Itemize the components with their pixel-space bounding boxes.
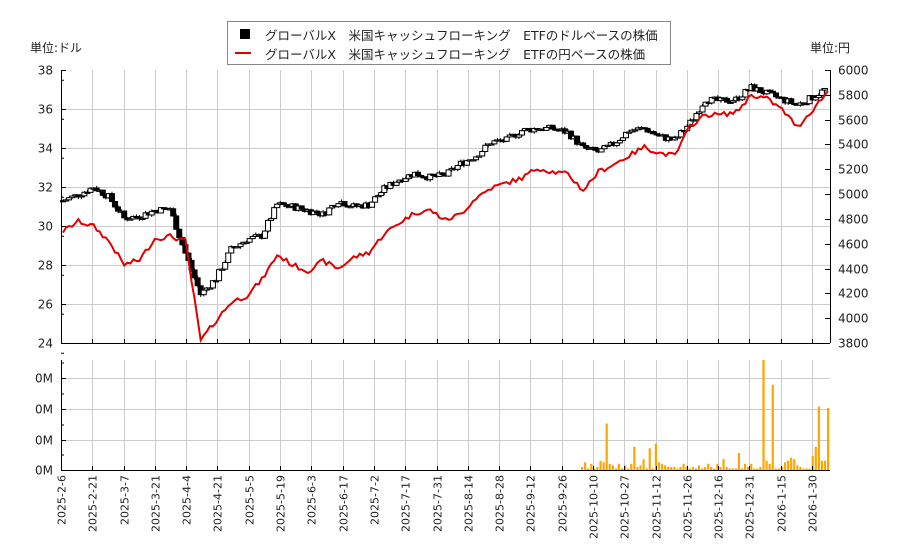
right-tick-label: 4800 [838,213,869,227]
date-tick-label: 2025-3-21 [150,475,163,532]
date-tick-label: 2025-9-12 [525,475,538,532]
chart-legend: グローバルX 米国キャッシュフローキング ETFのドルベースの株価 グローバルX… [227,21,671,65]
legend-label-dollar-price: グローバルX 米国キャッシュフローキング ETFのドルベースの株価 [265,27,658,43]
right-tick-label: 4000 [838,312,869,326]
date-tick-label: 2025-5-19 [275,475,288,532]
date-tick-label: 2025-5-5 [244,475,257,525]
date-tick-label: 2025-9-26 [557,475,570,532]
date-tick-label: 2025-4-21 [212,475,225,532]
chart-axes [61,70,831,471]
left-tick-label: 32 [38,181,53,195]
left-tick-label: 36 [38,103,53,117]
right-tick-label: 4400 [838,263,869,277]
left-tick-label: 26 [38,298,53,312]
volume-tick-label: 0M [35,434,53,448]
volume-tick-label: 0M [35,464,53,478]
right-tick-label: 3800 [838,337,869,351]
black-square-swatch-icon [240,29,250,39]
date-tick-label: 2025-3-7 [119,475,132,525]
date-tick-label: 2025-8-14 [463,475,476,532]
right-tick-label: 5600 [838,114,869,128]
volume-grid [61,360,830,470]
date-tick-label: 2025-11-26 [682,475,695,539]
axis-labels: 2025-2-6 2025-2-21 2025-3-7 2025-3-21 2025-4… [35,64,869,539]
right-tick-label: 5400 [838,138,869,152]
date-tick-label: 2025-12-16 [713,475,726,539]
date-tick-label: 2025-11-12 [651,475,664,539]
date-tick-label: 2025-7-2 [369,475,382,525]
date-tick-label: 2025-7-17 [400,475,413,532]
right-axis-unit: 単位:円 [810,41,851,55]
left-tick-label: 34 [38,142,53,156]
date-tick-label: 2025-10-27 [619,475,632,539]
right-tick-label: 6000 [838,64,869,78]
right-tick-label: 4600 [838,238,869,252]
date-tick-label: 2026-1-15 [776,475,789,532]
volume-tick-label: 0M [35,403,53,417]
yen-price-line [62,90,829,344]
date-tick-label: 2026-1-30 [807,475,820,532]
right-tick-label: 5200 [838,163,869,177]
right-tick-label: 4200 [838,287,869,301]
volume-tick-label: 0M [35,372,53,386]
dollar-price-candles [60,82,828,297]
date-tick-label: 2025-7-31 [432,475,445,532]
left-tick-label: 28 [38,259,53,273]
date-tick-label: 2025-10-10 [588,475,601,539]
date-tick-label: 2025-6-3 [306,475,319,525]
volume-bars [581,360,830,470]
left-tick-label: 38 [38,64,53,78]
left-tick-label: 30 [38,220,53,234]
price-grid [61,70,830,343]
date-tick-label: 2025-2-6 [56,475,69,525]
date-tick-label: 2025-8-28 [494,475,507,532]
left-axis-unit: 単位:ドル [30,41,83,55]
legend-item-dollar-price: グローバルX 米国キャッシュフローキング ETFのドルベースの株価 [228,24,658,44]
right-tick-label: 5000 [838,188,869,202]
legend-label-yen-price: グローバルX 米国キャッシュフローキング ETFの円ベースの株価 [265,46,646,62]
legend-item-yen-price: グローバルX 米国キャッシュフローキング ETFの円ベースの株価 [228,43,645,63]
date-tick-label: 2025-4-4 [181,475,194,525]
right-tick-label: 5800 [838,89,869,103]
red-line-swatch-icon [235,52,251,54]
date-tick-label: 2025-2-21 [87,475,100,532]
left-tick-label: 24 [38,337,53,351]
date-tick-label: 2025-6-17 [338,475,351,532]
date-tick-label: 2025-12-31 [744,475,757,539]
